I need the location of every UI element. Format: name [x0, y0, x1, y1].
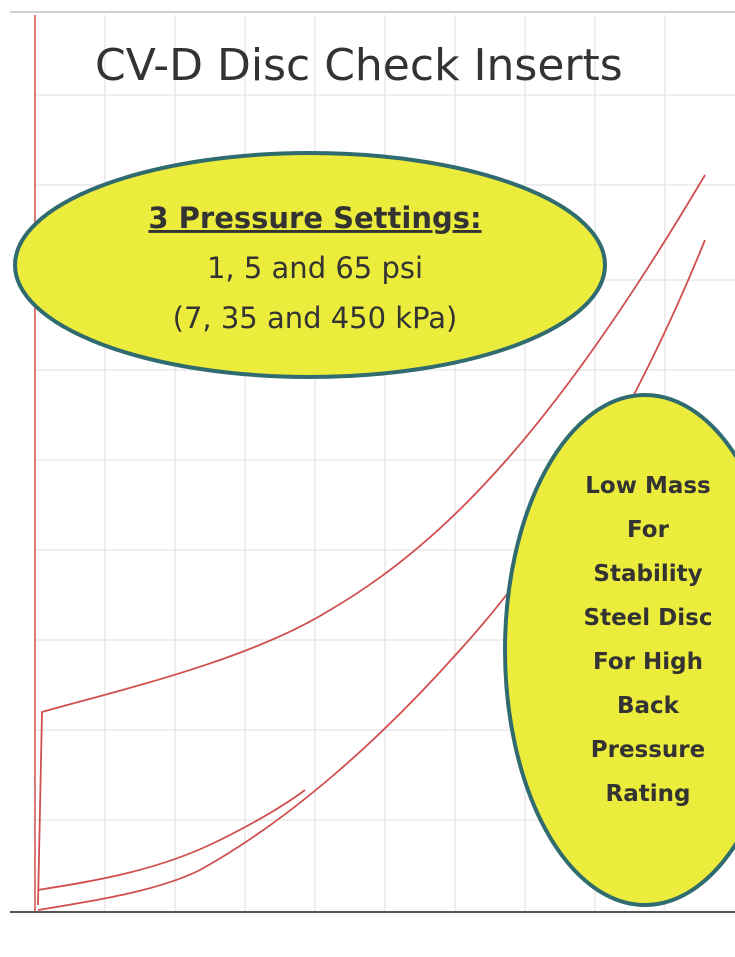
callout-line: Low Mass: [585, 473, 711, 499]
callout-heading: 3 Pressure Settings:: [148, 201, 481, 235]
callout-line: Rating: [606, 781, 691, 807]
callout-line: Steel Disc: [584, 605, 713, 631]
callout-oval: [503, 393, 735, 907]
callout-line: For High: [593, 649, 703, 675]
callout-line: 1, 5 and 65 psi: [207, 251, 423, 285]
callout-oval: [13, 151, 607, 379]
callout-line: Back: [617, 693, 680, 719]
slide-title: CV-D Disc Check Inserts: [95, 40, 623, 91]
curve: [37, 789, 306, 891]
curve: [37, 174, 706, 906]
callout-texts: 3 Pressure Settings: 1, 5 and 65 psi (7, 3…: [148, 201, 712, 807]
callout-line: (7, 35 and 450 kPa): [173, 301, 458, 335]
callout-line: Pressure: [591, 737, 706, 763]
callout-line: Stability: [593, 561, 702, 587]
callout-line: For: [627, 517, 670, 543]
